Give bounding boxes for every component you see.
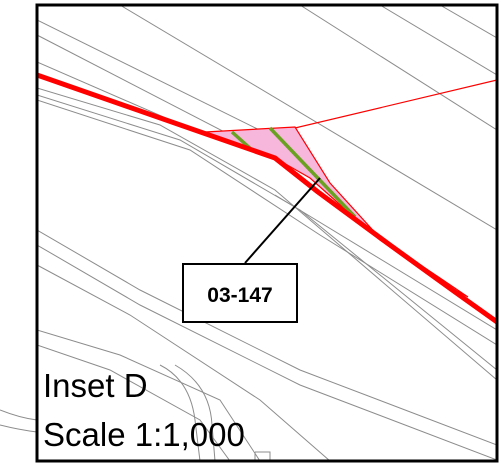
outside-linework	[0, 409, 38, 433]
inset-scale: Scale 1:1,000	[43, 416, 245, 453]
map-frame	[35, 3, 499, 463]
parcel-label: 03-147	[182, 263, 298, 323]
parcel-id: 03-147	[207, 284, 272, 307]
inset-title: Inset D	[43, 367, 148, 404]
background-linework	[37, 5, 497, 461]
thick-boundary-line	[37, 72, 497, 325]
thin-boundary-line	[294, 79, 497, 129]
parcel-label-box	[182, 263, 298, 323]
label-leader-line	[244, 177, 321, 264]
